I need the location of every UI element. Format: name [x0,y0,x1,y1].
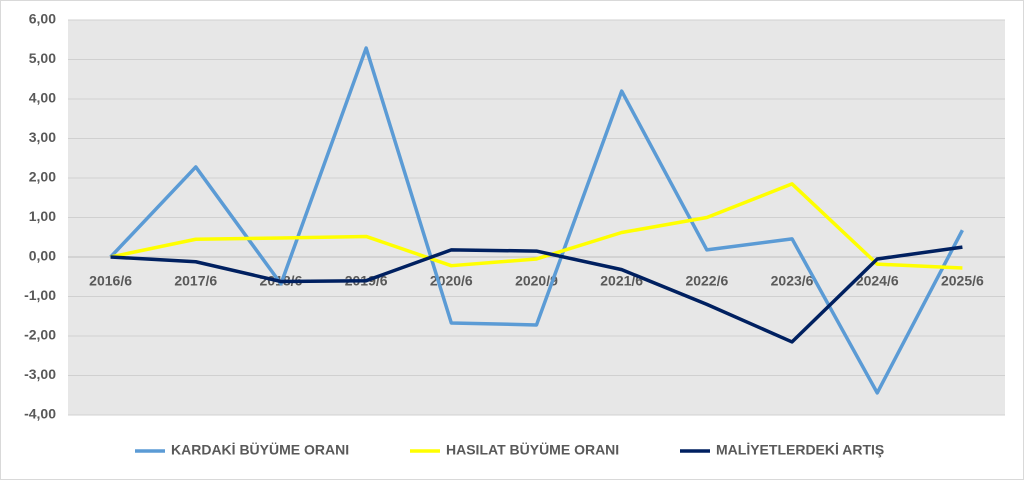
x-tick-label: 2023/6 [771,273,814,289]
series-line [110,182,963,270]
x-tick-label: 2022/6 [685,273,728,289]
y-tick-label: -3,00 [24,366,56,382]
x-tick-label: 2020/9 [515,273,558,289]
y-tick-label: -4,00 [24,406,56,422]
legend-label: KARDAKİ BÜYÜME ORANI [171,442,349,458]
y-tick-label: 6,00 [29,11,56,27]
series-line [110,245,963,344]
y-tick-label: 0,00 [29,248,56,264]
y-tick-label: 3,00 [29,129,56,145]
y-tick-label: 2,00 [29,169,56,185]
y-tick-label: 4,00 [29,90,56,106]
x-tick-label: 2016/6 [89,273,132,289]
y-tick-label: 5,00 [29,50,56,66]
x-tick-label: 2021/6 [600,273,643,289]
legend-label: MALİYETLERDEKİ ARTIŞ [716,442,884,458]
series-line [109,46,964,395]
legend-label: HASILAT BÜYÜME ORANI [446,442,619,458]
x-tick-label: 2017/6 [174,273,217,289]
y-tick-label: 1,00 [29,208,56,224]
x-tick-label: 2025/6 [941,273,984,289]
y-tick-label: -1,00 [24,287,56,303]
x-tick-label: 2024/6 [856,273,899,289]
y-tick-label: -2,00 [24,327,56,343]
